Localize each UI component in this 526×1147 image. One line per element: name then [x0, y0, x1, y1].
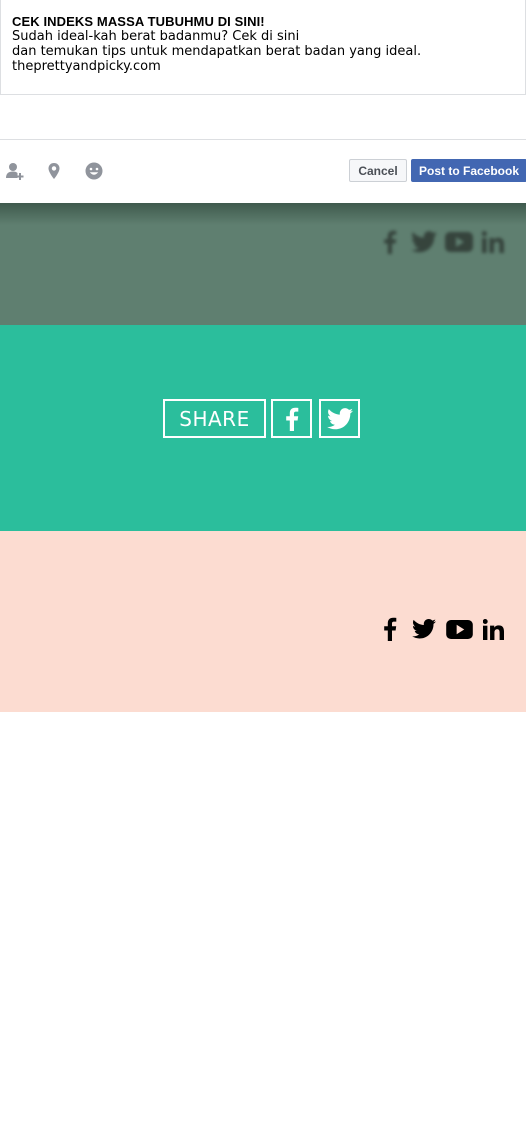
linkedin-icon [480, 227, 506, 257]
twitter-icon[interactable] [410, 615, 438, 643]
share-facebook-button[interactable] [271, 399, 312, 438]
tag-friends-icon[interactable] [4, 160, 26, 182]
dialog-shadow [0, 203, 526, 225]
link-preview-text: CEK INDEKS MASSA TUBUHMU DI SINI! Sudah … [12, 14, 517, 74]
facebook-icon [285, 406, 299, 432]
dialog-divider [0, 139, 526, 140]
location-pin-icon[interactable] [43, 160, 65, 182]
cancel-button[interactable]: Cancel [349, 159, 407, 182]
link-preview-description-line-2: dan temukan tips untuk mendapatkan berat… [12, 44, 422, 59]
facebook-icon [380, 227, 400, 257]
youtube-icon [444, 227, 474, 257]
twitter-icon [326, 407, 353, 430]
facebook-share-dialog: CEK INDEKS MASSA TUBUHMU DI SINI! Sudah … [0, 0, 526, 203]
smiley-icon[interactable] [83, 160, 105, 182]
youtube-icon[interactable] [444, 615, 474, 643]
link-preview-domain: theprettyandpicky.com [12, 59, 161, 74]
share-section: SHARE [0, 325, 526, 531]
linkedin-icon[interactable] [480, 615, 506, 643]
twitter-icon [410, 227, 438, 257]
dialog-toolbar [0, 140, 526, 203]
share-label: SHARE [179, 406, 250, 431]
share-twitter-button[interactable] [319, 399, 360, 438]
link-preview-title: CEK INDEKS MASSA TUBUHMU DI SINI! [12, 14, 265, 29]
share-label-box: SHARE [163, 399, 266, 438]
dimmed-header [0, 203, 526, 325]
footer [0, 531, 526, 712]
link-preview-card[interactable]: CEK INDEKS MASSA TUBUHMU DI SINI! Sudah … [0, 0, 526, 95]
facebook-icon[interactable] [380, 615, 400, 643]
post-to-facebook-button[interactable]: Post to Facebook [411, 159, 526, 182]
link-preview-description-line-1: Sudah ideal-kah berat badanmu? Cek di si… [12, 29, 300, 44]
